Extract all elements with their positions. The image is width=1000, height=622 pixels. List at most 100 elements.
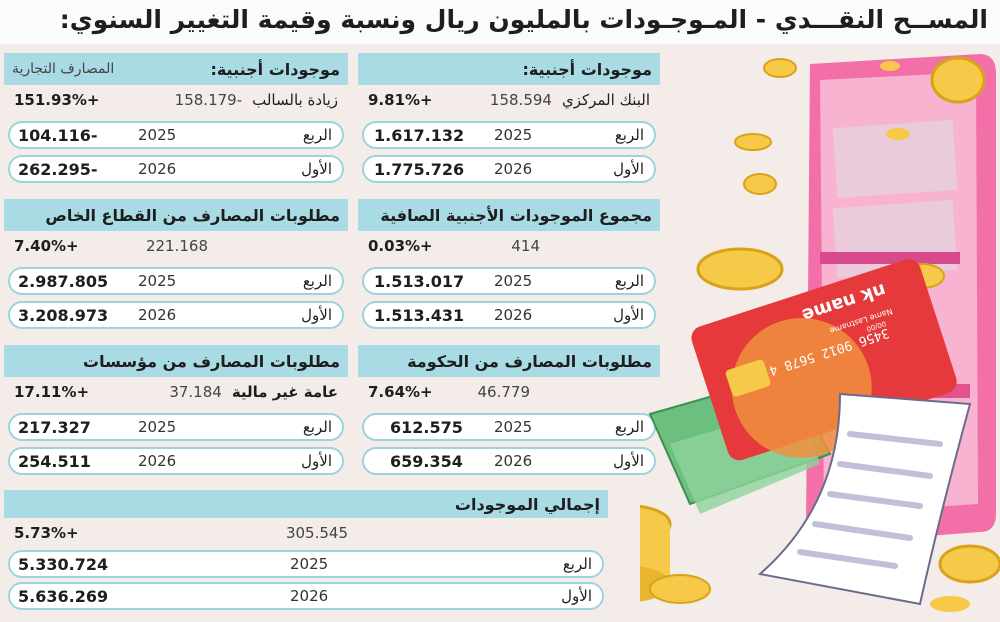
panel-header: مطلوبات المصارف من مؤسسات [4,345,348,377]
panel-net-foreign-assets: مجموع الموجودات الأجنبية الصافية 414 +0.… [358,199,660,329]
coin-stack-icon [640,505,1000,612]
row-label: البنك المركزي [561,91,650,109]
quarter-row-2025: الربع 2025 5.330.724 [8,550,604,578]
panel-title: مجموع الموجودات الأجنبية الصافية [380,205,652,225]
row-year: 2026 [138,160,177,178]
panel-title: موجودات أجنبية: [522,59,652,79]
change-row: البنك المركزي 158.594 +9.81% [358,85,660,115]
change-percent: +5.73% [14,524,79,542]
change-percent: +7.64% [368,383,433,401]
change-row: 414 +0.03% [358,231,660,261]
row-label: زيادة بالسالب [252,91,338,109]
receipt-icon [757,392,972,606]
change-value: 414 [511,237,540,255]
quarter-row-2025: الربع 2025 2.987.805 [8,267,344,295]
change-row: 46.779 +7.64% [358,377,660,407]
change-value: 221.168 [145,237,208,255]
row-value: 5.330.724 [18,554,109,574]
row-label: الربع [614,126,644,144]
change-percent: +151.93% [14,91,100,109]
panel-title: مطلوبات المصارف من القطاع الخاص [45,205,340,225]
row-year: 2025 [138,418,177,436]
change-value: 46.779 [477,383,531,401]
quarter-row-2026: الأول 2026 -262.295 [8,155,344,183]
row-label: الأول [301,160,332,178]
panel-central-bank-foreign: موجودات أجنبية: البنك المركزي 158.594 +9… [358,53,660,183]
change-percent: +7.40% [14,237,79,255]
panel-header: مطلوبات المصارف من القطاع الخاص [4,199,348,231]
quarter-row-2025: الربع 2025 1.617.132 [362,121,656,149]
row-label: الأول [613,160,644,178]
change-percent: +17.11% [14,383,90,401]
quarter-row-2026: الأول 2026 3.208.973 [8,301,344,329]
panel-government-claims: مطلوبات المصارف من الحكومة 46.779 +7.64%… [358,345,660,475]
row-year: 2025 [494,126,533,144]
row-value: 254.511 [18,451,91,471]
row-value: 5.636.269 [18,586,109,606]
panel-total-assets: إجمالي الموجودات 305.545 +5.73% الربع 20… [4,490,608,610]
change-percent: +0.03% [368,237,433,255]
row-value: -104.116 [18,125,98,145]
panel-header: مطلوبات المصارف من الحكومة [358,345,660,377]
change-value: -158.179 [174,91,243,109]
row-label: الربع [302,418,332,436]
panel-header: موجودات أجنبية: المصارف التجارية [4,53,348,85]
change-value: 305.545 [285,524,348,542]
row-value: 2.987.805 [18,271,109,291]
row-label: الربع [614,272,644,290]
row-year: 2025 [138,126,177,144]
quarter-row-2026: الأول 2026 254.511 [8,447,344,475]
panel-header: إجمالي الموجودات [4,490,608,518]
row-year: 2026 [138,306,177,324]
quarter-row-2025: الربع 2025 -104.116 [8,121,344,149]
row-label: الربع [562,555,592,573]
row-label: الأول [301,452,332,470]
row-value: -262.295 [18,159,98,179]
row-label: الربع [302,126,332,144]
quarter-row-2025: الربع 2025 1.513.017 [362,267,656,295]
row-value: 1.513.431 [374,305,465,325]
panel-title: مطلوبات المصارف من مؤسسات [83,351,340,371]
panel-private-sector-claims: مطلوبات المصارف من القطاع الخاص 221.168 … [4,199,348,329]
change-row: 221.168 +7.40% [4,231,348,261]
change-value: 158.594 [489,91,552,109]
panel-header: موجودات أجنبية: [358,53,660,85]
row-year: 2026 [494,160,533,178]
row-label: الأول [613,306,644,324]
row-year: 2025 [494,272,533,290]
panel-commercial-banks-foreign: موجودات أجنبية: المصارف التجارية زيادة ب… [4,53,348,183]
panel-title: مطلوبات المصارف من الحكومة [407,351,652,371]
row-label: الأول [561,587,592,605]
quarter-row-2026: الأول 2026 1.513.431 [362,301,656,329]
row-year: 2026 [494,452,533,470]
change-row: زيادة بالسالب -158.179 +151.93% [4,85,348,115]
row-label: عامة غير مالية [231,383,338,401]
change-value: 37.184 [169,383,222,401]
row-value: 1.775.726 [374,159,465,179]
row-year: 2026 [494,306,533,324]
row-year: 2025 [138,272,177,290]
row-label: الربع [302,272,332,290]
row-year: 2026 [290,587,329,605]
panel-institution-claims: مطلوبات المصارف من مؤسسات عامة غير مالية… [4,345,348,475]
atm-phone-illustration: nk name 3456 9012 5678 4 Name Lastname 0… [640,54,1000,612]
quarter-row-2026: الأول 2026 659.354 [362,447,656,475]
panel-header: مجموع الموجودات الأجنبية الصافية [358,199,660,231]
row-label: الأول [301,306,332,324]
page-title: المســح النقـــدي - المـوجـودات بالمليون… [0,0,1000,44]
row-year: 2025 [494,418,533,436]
panel-title: موجودات أجنبية: [210,59,340,79]
row-label: الربع [614,418,644,436]
change-row: 305.545 +5.73% [4,518,608,548]
change-row: عامة غير مالية 37.184 +17.11% [4,377,348,407]
row-value: 612.575 [390,417,463,437]
panel-subtitle: المصارف التجارية [12,61,115,77]
quarter-row-2025: الربع 2025 217.327 [8,413,344,441]
row-value: 659.354 [390,451,463,471]
row-value: 217.327 [18,417,91,437]
row-label: الأول [613,452,644,470]
quarter-row-2025: الربع 2025 612.575 [362,413,656,441]
row-year: 2025 [290,555,329,573]
row-value: 1.513.017 [374,271,465,291]
row-value: 3.208.973 [18,305,109,325]
